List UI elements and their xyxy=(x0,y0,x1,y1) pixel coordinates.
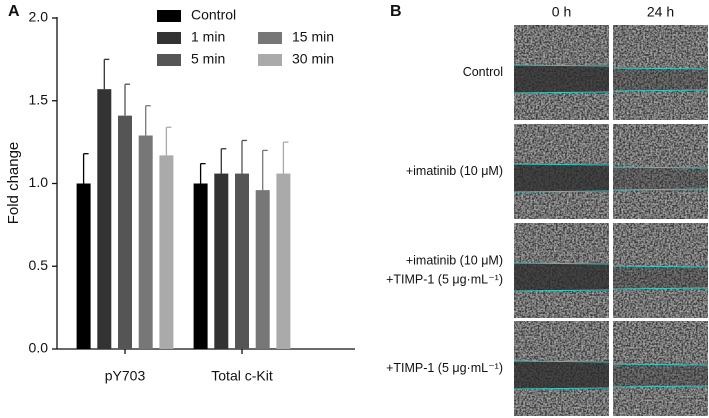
micrograph xyxy=(613,223,708,318)
wound-gap xyxy=(613,167,708,190)
wound-edge xyxy=(513,91,610,94)
micrograph xyxy=(613,124,708,219)
y-tick-label: 1.0 xyxy=(29,174,49,190)
micrographs: 0 h 24 h Control +imatinib (10 μM) +imatinib… xyxy=(386,4,709,416)
wound-edge xyxy=(612,67,709,70)
legend-label: Control xyxy=(191,7,236,23)
bar-chart: 0.0 0.5 1.0 1.5 2.0 pY703 Total c-Kit Control 1 … xyxy=(29,7,355,384)
legend-label: 15 min xyxy=(292,29,334,45)
legend-swatch xyxy=(258,32,282,44)
bar xyxy=(276,173,291,349)
x-tick-label: pY703 xyxy=(105,368,146,384)
wound-edge xyxy=(612,363,709,366)
bar xyxy=(159,155,174,349)
legend-swatch xyxy=(157,54,181,66)
row-label: Control xyxy=(463,65,503,79)
bar xyxy=(255,190,270,349)
wound-gap xyxy=(514,164,609,192)
legend-swatch xyxy=(258,54,282,66)
wound-edge xyxy=(612,89,709,92)
wound-gap xyxy=(613,266,708,289)
wound-edge xyxy=(612,188,709,191)
bar xyxy=(235,173,249,349)
y-axis-label: Fold change xyxy=(5,142,22,225)
micrograph xyxy=(613,321,708,416)
wound-gap xyxy=(514,361,609,389)
wound-gap xyxy=(613,68,708,91)
wound-edge xyxy=(513,289,610,292)
row-label: +imatinib (10 μM) xyxy=(406,253,503,267)
wound-edge xyxy=(513,360,610,363)
bar xyxy=(138,135,153,349)
bar xyxy=(76,183,91,349)
row-label: +TIMP-1 (5 μg·mL⁻¹) xyxy=(386,361,503,375)
bar xyxy=(97,89,112,349)
wound-edge xyxy=(513,190,610,193)
panel-label: B xyxy=(390,3,402,20)
legend-label: 5 min xyxy=(191,51,225,67)
y-tick-label: 0.0 xyxy=(29,340,49,356)
panel-label: A xyxy=(8,3,20,20)
bar xyxy=(118,115,132,350)
micrograph xyxy=(613,25,708,120)
legend-swatch xyxy=(157,10,181,22)
column-header: 24 h xyxy=(647,4,674,20)
y-tick-label: 1.5 xyxy=(29,91,49,107)
wound-gap xyxy=(613,364,708,387)
wound-gap xyxy=(514,263,609,291)
wound-edge xyxy=(513,262,610,265)
wound-gap xyxy=(514,65,609,93)
legend-label: 30 min xyxy=(292,51,334,67)
bar xyxy=(193,183,208,349)
wound-edge xyxy=(513,163,610,166)
wound-edge xyxy=(612,385,709,388)
x-tick-label: Total c-Kit xyxy=(211,368,273,384)
y-tick-label: 0.5 xyxy=(29,257,49,273)
bar xyxy=(214,173,229,349)
column-header: 0 h xyxy=(552,4,571,20)
row-label: +TIMP-1 (5 μg·mL⁻¹) xyxy=(386,272,503,286)
legend-label: 1 min xyxy=(191,29,225,45)
wound-edge xyxy=(513,387,610,390)
wound-edge xyxy=(612,287,709,290)
legend-swatch xyxy=(157,32,181,44)
y-tick-label: 2.0 xyxy=(29,9,49,25)
row-label: +imatinib (10 μM) xyxy=(406,164,503,178)
wound-edge xyxy=(513,64,610,67)
wound-edge xyxy=(612,265,709,268)
wound-edge xyxy=(612,166,709,169)
